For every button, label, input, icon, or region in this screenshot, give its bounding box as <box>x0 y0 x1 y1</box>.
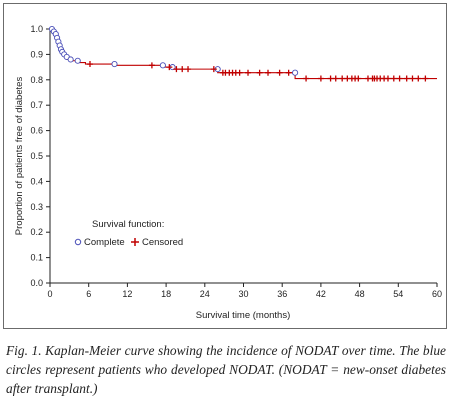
censored-marker <box>390 75 397 82</box>
complete-markers <box>48 25 299 76</box>
legend-complete-symbol <box>74 238 82 246</box>
complete-event-marker <box>292 69 299 76</box>
censored-marker <box>185 66 192 73</box>
y-tick-label: 0.9 <box>30 49 43 59</box>
censored-marker <box>355 75 362 82</box>
censored-marker <box>327 75 334 82</box>
complete-event-marker <box>159 62 166 69</box>
y-tick-label: 0.7 <box>30 100 43 110</box>
censored-marker <box>276 69 283 76</box>
y-tick-label: 0.3 <box>30 202 43 212</box>
legend-censored-label: Censored <box>142 237 183 248</box>
x-axis-title: Survival time (months) <box>196 310 291 321</box>
x-tick-label: 12 <box>122 289 132 299</box>
figure-caption: Fig. 1. Kaplan-Meier curve showing the i… <box>6 343 446 396</box>
x-tick-label: 24 <box>200 289 210 299</box>
censored-marker <box>236 69 243 76</box>
censored-marker <box>332 75 339 82</box>
y-tick-label: 0.8 <box>30 75 43 85</box>
y-tick-label: 0.0 <box>30 278 43 288</box>
x-tick-label: 0 <box>47 289 52 299</box>
x-tick-label: 42 <box>316 289 326 299</box>
survival-curve-line <box>50 28 437 80</box>
x-tick-label: 18 <box>161 289 171 299</box>
y-tick-label: 1.0 <box>30 24 43 34</box>
kaplan-meier-chart: 0.0 0.1 0.2 0.3 0.4 0.5 0.6 0.7 0.8 0.9 1.0 0 6 12 18… <box>14 24 442 321</box>
censored-marker <box>409 75 416 82</box>
legend-complete-label: Complete <box>84 237 125 248</box>
censored-marker <box>166 64 173 71</box>
y-tick-label: 0.2 <box>30 227 43 237</box>
survival-curve <box>50 28 437 80</box>
x-tick-label: 48 <box>355 289 365 299</box>
censored-marker <box>303 75 310 82</box>
complete-event-marker <box>111 61 118 68</box>
censored-marker <box>396 75 403 82</box>
y-tick-label: 0.5 <box>30 151 43 161</box>
x-axis-ticks: 0 6 12 18 24 30 36 42 48 54 60 <box>47 283 442 299</box>
censored-markers <box>86 61 429 82</box>
censored-marker <box>422 75 429 82</box>
censored-marker <box>285 69 292 76</box>
y-tick-label: 0.4 <box>30 176 43 186</box>
legend: Survival function: Complete Censored <box>74 219 183 248</box>
figure-frame <box>3 3 447 329</box>
censored-marker <box>245 69 252 76</box>
censored-marker <box>148 62 155 69</box>
complete-event-marker <box>74 57 81 64</box>
x-tick-label: 30 <box>238 289 248 299</box>
y-axis-title: Proportion of patients free of diabetes <box>14 77 25 236</box>
legend-title: Survival function: <box>92 219 164 230</box>
censored-marker <box>317 75 324 82</box>
x-tick-label: 60 <box>432 289 442 299</box>
censored-marker <box>173 66 180 73</box>
censored-marker <box>339 75 346 82</box>
x-tick-label: 6 <box>86 289 91 299</box>
legend-censored-symbol <box>131 238 139 246</box>
y-tick-label: 0.1 <box>30 253 43 263</box>
censored-marker <box>256 69 263 76</box>
censored-marker <box>384 75 391 82</box>
x-tick-label: 54 <box>393 289 403 299</box>
censored-marker <box>86 61 93 68</box>
y-tick-label: 0.6 <box>30 126 43 136</box>
y-axis-ticks: 0.0 0.1 0.2 0.3 0.4 0.5 0.6 0.7 0.8 0.9 1.0 <box>30 24 50 288</box>
censored-marker <box>265 69 272 76</box>
censored-marker <box>210 66 217 73</box>
censored-marker <box>403 75 410 82</box>
censored-marker <box>179 66 186 73</box>
complete-event-marker <box>67 56 74 63</box>
censored-marker <box>415 75 422 82</box>
x-tick-label: 36 <box>277 289 287 299</box>
